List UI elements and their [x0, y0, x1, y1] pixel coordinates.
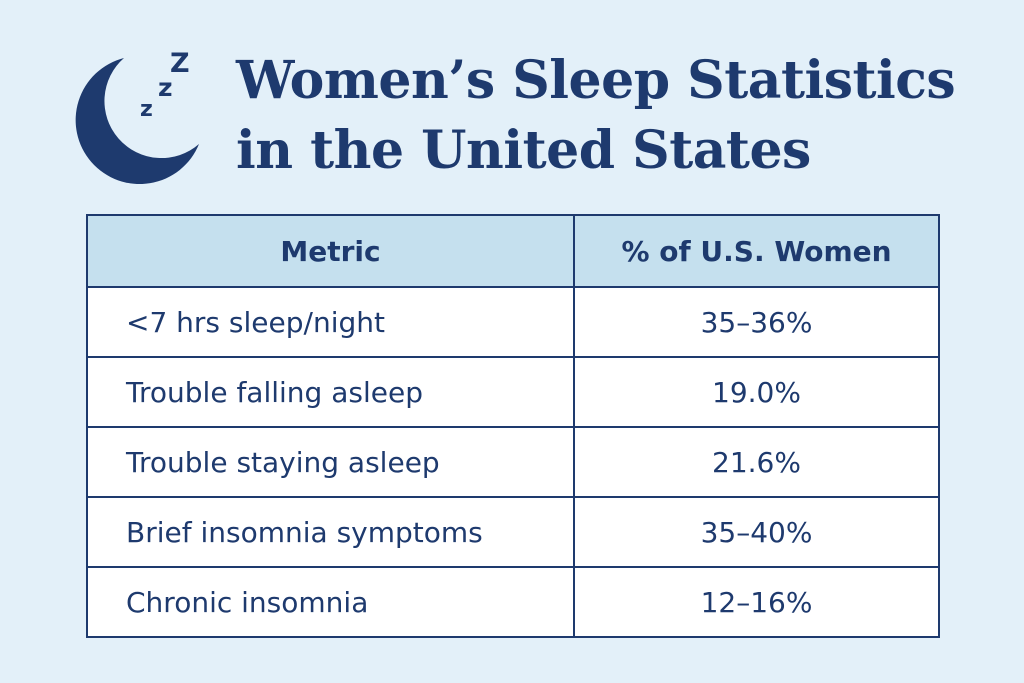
- metric-cell: <7 hrs sleep/night: [86, 286, 575, 358]
- value-cell: 35–40%: [573, 496, 940, 568]
- metric-cell: Chronic insomnia: [86, 566, 575, 638]
- sleep-statistics-table: Metric % of U.S. Women <7 hrs sleep/nigh…: [86, 214, 940, 638]
- table-row: Chronic insomnia 12–16%: [86, 566, 940, 638]
- value-cell: 21.6%: [573, 426, 940, 498]
- metric-cell: Brief insomnia symptoms: [86, 496, 575, 568]
- column-header-metric: Metric: [86, 214, 575, 288]
- table-row: Brief insomnia symptoms 35–40%: [86, 496, 940, 568]
- table-header-row: Metric % of U.S. Women: [86, 214, 940, 288]
- page-title: Women’s Sleep Statistics in the United S…: [236, 46, 1006, 186]
- column-header-percent: % of U.S. Women: [573, 214, 940, 288]
- table-row: Trouble falling asleep 19.0%: [86, 356, 940, 428]
- metric-cell: Trouble falling asleep: [86, 356, 575, 428]
- sleep-letter-medium: z: [158, 73, 173, 102]
- table-row: Trouble staying asleep 21.6%: [86, 426, 940, 498]
- crescent-moon-shape: [75, 58, 199, 184]
- value-cell: 12–16%: [573, 566, 940, 638]
- sleep-letter-small: z: [140, 97, 153, 122]
- sleep-letter-large: Z: [170, 48, 190, 79]
- page-title-line-2: in the United States: [236, 120, 811, 181]
- page-title-line-1: Women’s Sleep Statistics: [236, 50, 956, 111]
- metric-cell: Trouble staying asleep: [86, 426, 575, 498]
- value-cell: 19.0%: [573, 356, 940, 428]
- table-row: <7 hrs sleep/night 35–36%: [86, 286, 940, 358]
- moon-zzz-icon: z z Z: [74, 48, 204, 184]
- value-cell: 35–36%: [573, 286, 940, 358]
